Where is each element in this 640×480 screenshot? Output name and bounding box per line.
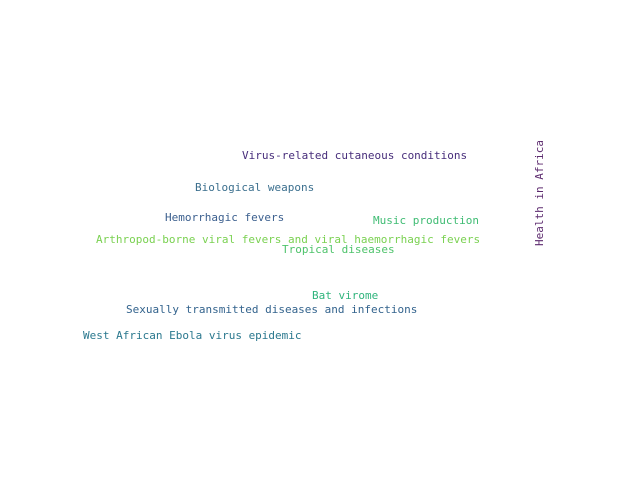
word-biological-weapons: Biological weapons (195, 181, 315, 194)
word-west-african-ebola: West African Ebola virus epidemic (83, 329, 302, 342)
word-virus-related-cutaneous-conditions: Virus-related cutaneous conditions (242, 149, 468, 162)
word-sexually-transmitted-diseases: Sexually transmitted diseases and infect… (126, 303, 418, 316)
word-hemorrhagic-fevers: Hemorrhagic fevers (165, 211, 285, 224)
word-health-in-africa: Health in Africa (533, 140, 546, 246)
word-music-production: Music production (373, 214, 479, 227)
word-arthropod-borne-viral-fevers: Arthropod-borne viral fevers and viral h… (96, 233, 481, 246)
word-bat-virome: Bat virome (312, 289, 379, 302)
word-tropical-diseases: Tropical diseases (282, 243, 395, 256)
